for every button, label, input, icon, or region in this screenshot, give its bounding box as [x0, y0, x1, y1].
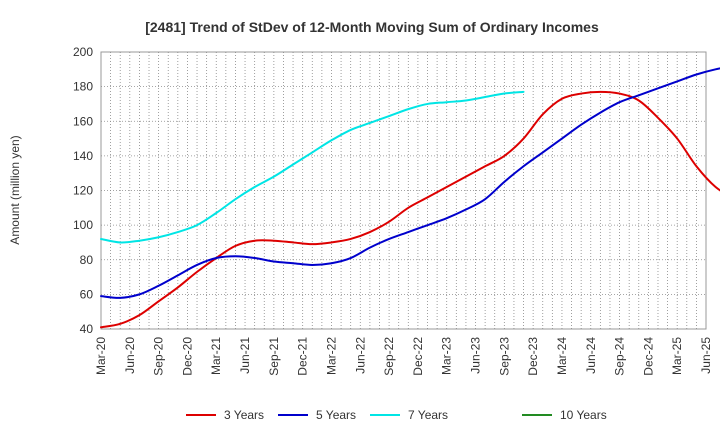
series-line-7-years [100, 90, 525, 244]
legend-label: 7 Years [408, 408, 448, 422]
y-tick-label: 200 [73, 45, 93, 59]
x-tick-label: Mar-24 [555, 337, 569, 375]
series-line-3-years [100, 90, 720, 329]
y-tick-label: 80 [80, 253, 94, 267]
y-tick-label: 160 [73, 114, 93, 128]
x-tick-label: Dec-24 [641, 337, 655, 376]
x-tick-label: Jun-23 [469, 337, 483, 374]
x-tick-label: Sep-22 [382, 337, 396, 376]
y-tick-label: 120 [73, 184, 93, 198]
grid-layer [100, 51, 707, 330]
y-tick-label: 40 [80, 322, 94, 336]
legend-label: 3 Years [224, 408, 264, 422]
x-tick-label: Mar-25 [670, 337, 684, 375]
x-tick-label: Sep-23 [497, 337, 511, 376]
y-tick-label: 60 [80, 287, 94, 301]
x-tick-label: Jun-22 [353, 337, 367, 374]
x-tick-label: Jun-24 [584, 337, 598, 374]
x-tick-label: Mar-20 [94, 337, 108, 375]
x-tick-label: Mar-22 [324, 337, 338, 375]
legend-label: 5 Years [316, 408, 356, 422]
series-layer [100, 67, 720, 329]
x-tick-label: Jun-21 [238, 337, 252, 374]
y-axis-label: Amount (million yen) [8, 135, 22, 244]
legend-item-3-years: 3 Years [186, 408, 264, 422]
legend-item-10-years: 10 Years [522, 408, 607, 422]
chart-title: [2481] Trend of StDev of 12-Month Moving… [145, 19, 599, 35]
x-tick-label: Dec-22 [411, 337, 425, 376]
y-tick-label: 180 [73, 80, 93, 94]
x-tick-label: Dec-20 [180, 337, 194, 376]
x-tick-label: Sep-20 [152, 337, 166, 376]
legend-item-5-years: 5 Years [278, 408, 356, 422]
y-tick-label: 140 [73, 149, 93, 163]
x-tick-label: Jun-25 [699, 337, 713, 374]
legend-label: 10 Years [560, 408, 607, 422]
legend-item-7-years: 7 Years [370, 408, 448, 422]
x-tick-label: Jun-20 [123, 337, 137, 374]
x-tick-label: Mar-21 [209, 337, 223, 375]
x-tick-label: Dec-23 [526, 337, 540, 376]
x-tick-label: Sep-21 [267, 337, 281, 376]
legend: 3 Years 5 Years 7 Years 10 Years [186, 408, 607, 422]
y-tick-label: 100 [73, 218, 93, 232]
x-tick-label: Dec-21 [296, 337, 310, 376]
x-tick-label: Mar-23 [440, 337, 454, 375]
axis-layer: 40 60 80 100 120 140 160 180 200 Mar-20 Jun-20 Sep-… [73, 45, 713, 376]
x-tick-label: Sep-24 [613, 337, 627, 376]
series-line-5-years [100, 67, 720, 299]
